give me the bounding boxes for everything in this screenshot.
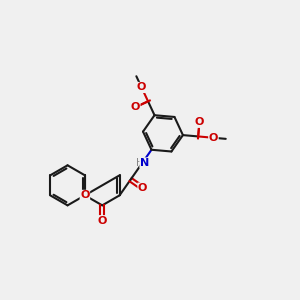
- Text: H: H: [136, 158, 143, 168]
- Text: O: O: [195, 117, 204, 128]
- Text: O: O: [98, 216, 107, 226]
- Text: O: O: [80, 190, 90, 200]
- Text: O: O: [138, 183, 147, 193]
- Text: O: O: [209, 133, 218, 143]
- Text: O: O: [137, 82, 146, 92]
- Text: O: O: [130, 102, 140, 112]
- Text: N: N: [140, 158, 149, 168]
